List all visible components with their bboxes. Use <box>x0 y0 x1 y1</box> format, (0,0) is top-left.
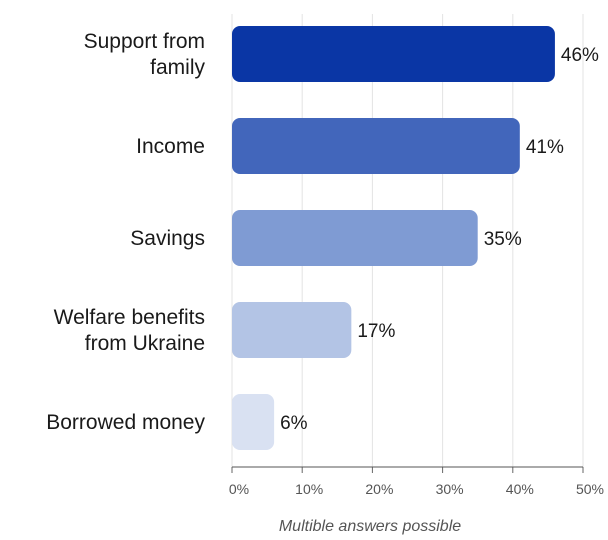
category-label: Support from <box>84 30 205 53</box>
value-label: 6% <box>280 413 308 434</box>
category-label: Income <box>136 135 205 158</box>
category-label: from Ukraine <box>85 332 205 355</box>
x-tick-label: 50% <box>576 481 604 497</box>
category-label: family <box>150 56 205 79</box>
x-tick-label: 30% <box>436 481 464 497</box>
value-label: 41% <box>526 137 564 158</box>
bar <box>232 26 555 82</box>
value-label: 17% <box>357 321 395 342</box>
bars: 46% Support from family 41% Income 35% Savings… <box>46 26 599 450</box>
x-tick-label: 10% <box>295 481 323 497</box>
bar <box>232 394 274 450</box>
x-tick-label: 0% <box>229 481 249 497</box>
x-tick-label: 20% <box>365 481 393 497</box>
footnote: Multible answers possible <box>279 518 461 535</box>
category-label: Welfare benefits <box>54 306 205 329</box>
bar <box>232 302 351 358</box>
x-tick-label: 40% <box>506 481 534 497</box>
value-label: 35% <box>484 229 522 250</box>
bar <box>232 210 478 266</box>
category-label: Borrowed money <box>46 411 205 434</box>
value-label: 46% <box>561 45 599 66</box>
bar <box>232 118 520 174</box>
x-axis: 0% 10% 20% 30% 40% 50% <box>229 467 604 497</box>
category-label: Savings <box>130 227 205 250</box>
